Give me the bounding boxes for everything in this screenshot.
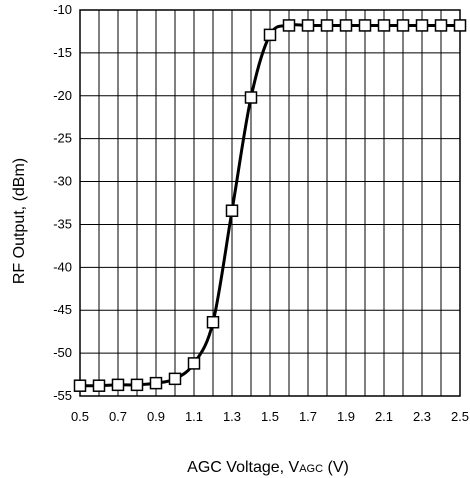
- x-tick-labels: 0.5 0.7 0.9 1.1 1.3 1.5 1.7 1.9 2.1 2.3 2.5: [71, 409, 469, 424]
- y-tick-label: -15: [53, 45, 72, 60]
- data-point-marker: [263, 28, 277, 42]
- data-point-marker: [92, 379, 106, 392]
- y-tick-label: -25: [53, 131, 72, 146]
- y-tick-label: -35: [53, 216, 72, 231]
- data-point-marker: [130, 378, 144, 392]
- y-tick-label: -55: [53, 388, 72, 403]
- data-point-marker: [168, 372, 182, 386]
- data-point-marker: [358, 19, 372, 32]
- y-axis-title: RF Output, (dBm): [11, 158, 28, 284]
- data-point-marker: [453, 19, 467, 32]
- x-tick-label: 0.5: [71, 409, 89, 424]
- marker-group: [73, 19, 467, 392]
- data-point-marker: [339, 19, 353, 32]
- y-tick-label: -20: [53, 88, 72, 103]
- y-tick-label: -50: [53, 345, 72, 360]
- data-point-marker: [149, 376, 163, 390]
- data-point-marker: [282, 19, 296, 32]
- x-axis-title-main: AGC Voltage, V: [187, 459, 299, 476]
- data-point-marker: [225, 204, 239, 217]
- data-point-marker: [206, 315, 220, 329]
- y-tick-label: -30: [53, 174, 72, 189]
- y-tick-label: -10: [53, 2, 72, 17]
- y-tick-label: -40: [53, 259, 72, 274]
- y-tick-labels: -10 -15 -20 -25 -30 -35 -40 -45 -50 -55: [53, 2, 72, 403]
- x-axis-title: AGC Voltage, VAGC (V): [187, 459, 349, 476]
- data-point-marker: [377, 19, 391, 32]
- series-line-group: [79, 23, 460, 388]
- grid: [80, 10, 460, 396]
- x-tick-label: 0.9: [147, 409, 165, 424]
- data-point-marker: [415, 19, 429, 32]
- x-tick-label: 2.1: [375, 409, 393, 424]
- series-line: [79, 23, 460, 388]
- x-axis-title-subscript: AGC: [299, 463, 323, 475]
- data-point-marker: [73, 379, 87, 392]
- data-point-marker: [111, 378, 125, 392]
- x-tick-label: 1.9: [337, 409, 355, 424]
- x-tick-label: 0.7: [109, 409, 127, 424]
- x-tick-label: 2.3: [413, 409, 431, 424]
- x-tick-label: 1.5: [261, 409, 279, 424]
- x-tick-label: 1.1: [185, 409, 203, 424]
- data-point-marker: [320, 19, 334, 32]
- data-point-marker: [396, 19, 410, 32]
- x-tick-label: 1.7: [299, 409, 317, 424]
- data-point-marker: [187, 357, 201, 370]
- x-tick-label: 2.5: [451, 409, 469, 424]
- data-point-marker: [301, 19, 315, 32]
- data-point-marker: [244, 91, 258, 104]
- plot-frame: [79, 9, 461, 397]
- x-axis-title-unit: (V): [323, 459, 349, 476]
- data-point-marker: [434, 19, 448, 32]
- y-tick-label: -45: [53, 302, 72, 317]
- x-tick-label: 1.3: [223, 409, 241, 424]
